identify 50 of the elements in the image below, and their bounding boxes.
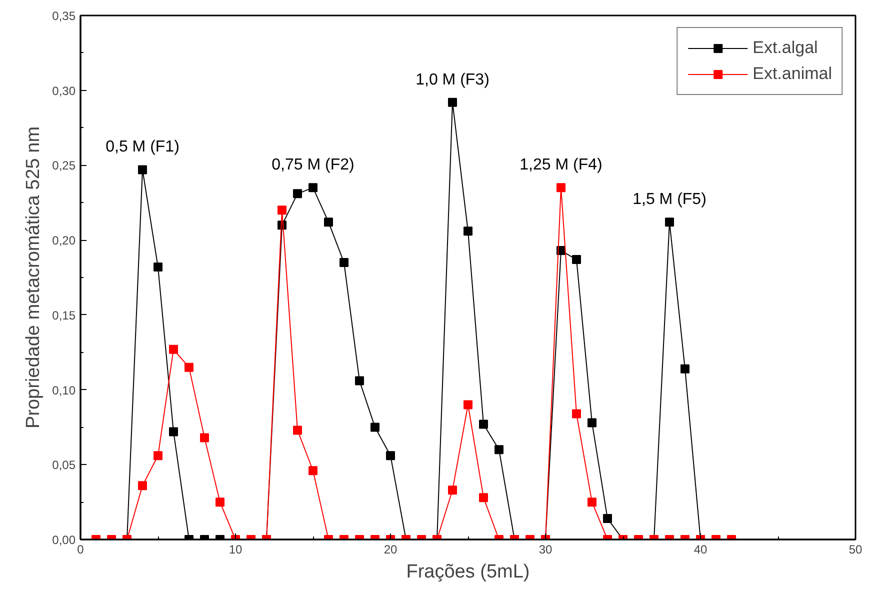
point (494, 445, 504, 454)
point (665, 218, 674, 227)
point (464, 226, 472, 236)
point (572, 255, 581, 264)
y-tick-label: 0,15 (52, 308, 76, 322)
annotation: 1,5 M (F5) (632, 191, 706, 208)
annotation: 1,0 M (F3) (416, 71, 490, 88)
point (464, 400, 472, 410)
y-tick-label: 0,35 (52, 9, 76, 23)
annotation: 0,75 M (F2) (272, 156, 354, 174)
point (370, 422, 380, 432)
point (572, 409, 581, 418)
x-tick-label: 30 (538, 542, 552, 556)
y-tick-label: 0,30 (52, 84, 76, 98)
point (355, 376, 364, 386)
point (479, 420, 488, 429)
point (340, 258, 348, 268)
y-tick-label: 0,00 (52, 533, 76, 547)
legend-label: Ext.algal (752, 38, 818, 58)
point (386, 451, 395, 460)
point (324, 218, 333, 227)
point (588, 418, 596, 428)
y-tick-label: 0,05 (52, 458, 76, 472)
point (154, 451, 162, 460)
x-axis-title: Frações (5mL) (406, 562, 530, 582)
point (138, 165, 147, 174)
y-tick-label: 0,20 (52, 234, 76, 248)
y-tick-label: 0,10 (52, 383, 76, 398)
x-tick-label: 40 (694, 542, 708, 556)
point (680, 364, 690, 374)
x-tick-label: 0 (77, 542, 84, 556)
point (184, 362, 194, 372)
point (200, 433, 209, 442)
point (293, 189, 302, 198)
point (556, 183, 566, 192)
point (154, 262, 162, 272)
legend-label: Ext.animal (752, 64, 832, 84)
annotation: 0,5 M (F1) (106, 138, 180, 156)
point (293, 426, 302, 435)
y-axis-title: Propriedade metacromática 525 nm (23, 126, 44, 429)
annotation: 1,25 M (F4) (520, 156, 602, 174)
point (169, 344, 178, 354)
x-tick-label: 20 (384, 542, 398, 556)
x-tick-label: 50 (848, 542, 862, 556)
point (169, 427, 178, 436)
point (278, 206, 286, 215)
point (448, 98, 457, 107)
y-tick-label: 0,25 (52, 158, 76, 173)
point (308, 183, 318, 192)
x-tick-label: 10 (228, 542, 242, 556)
